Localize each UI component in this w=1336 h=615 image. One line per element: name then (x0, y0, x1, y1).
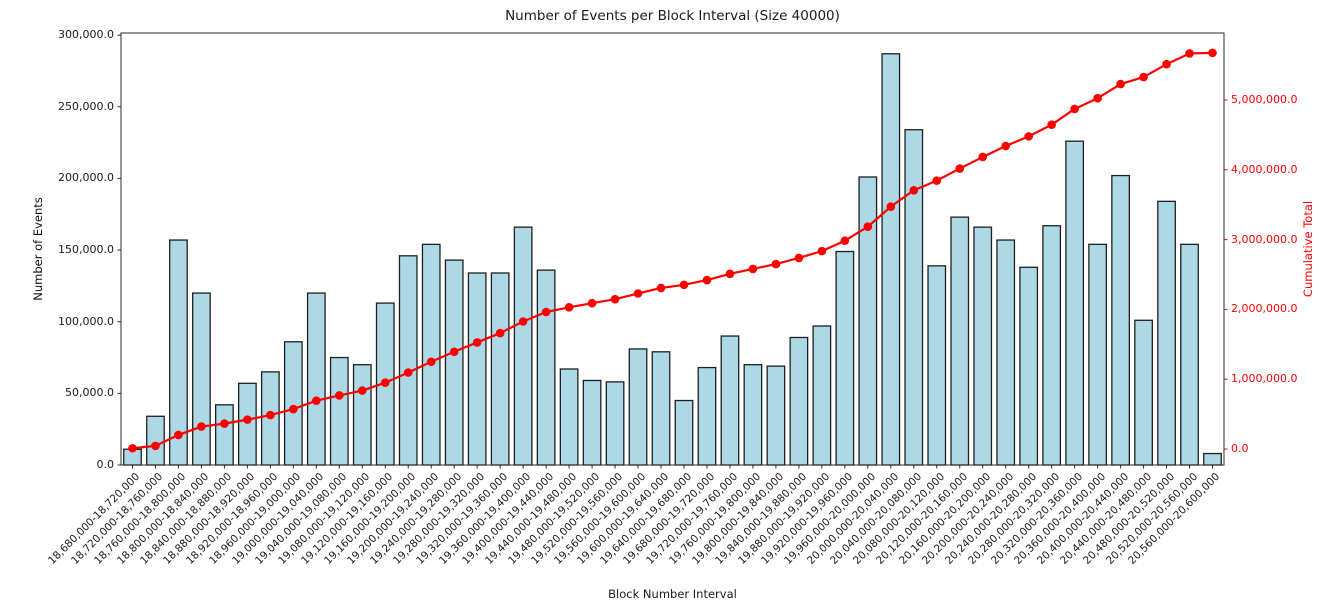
bar-42 (1088, 243, 1108, 466)
cumulative-point-3 (197, 422, 206, 431)
cumulative-point-37 (978, 152, 988, 162)
bar-45 (1157, 200, 1176, 466)
cumulative-point-36 (955, 164, 965, 173)
bar-46 (1180, 243, 1199, 466)
bar-16 (490, 272, 510, 466)
cumulative-point-20 (587, 298, 597, 308)
bar-24 (674, 399, 694, 466)
bar-36 (950, 216, 970, 466)
bar-5 (237, 382, 257, 466)
cumulative-point-14 (449, 347, 459, 357)
cumulative-point-32 (863, 222, 873, 231)
cumulative-point-38 (1001, 141, 1010, 151)
bar-31 (835, 250, 855, 466)
cumulative-point-13 (426, 357, 436, 367)
cumulative-point-46 (1185, 49, 1194, 58)
bar-34 (904, 129, 924, 466)
bar-7 (283, 341, 303, 466)
cumulative-point-28 (771, 259, 781, 269)
cumulative-point-4 (220, 419, 229, 428)
bar-26 (720, 335, 740, 466)
bar-10 (352, 364, 372, 466)
cumulative-point-1 (151, 441, 160, 451)
cumulative-point-31 (840, 236, 850, 246)
cumulative-point-47 (1208, 48, 1217, 58)
cumulative-point-39 (1024, 132, 1033, 141)
cumulative-point-27 (748, 264, 758, 274)
bar-1 (146, 415, 165, 466)
bar-43 (1111, 174, 1130, 466)
bar-21 (605, 381, 625, 466)
bar-40 (1042, 225, 1062, 466)
bar-8 (306, 292, 326, 466)
bar-44 (1134, 319, 1153, 466)
plot-border (120, 32, 1225, 466)
bar-20 (582, 379, 602, 466)
cumulative-point-44 (1139, 72, 1148, 82)
cumulative-point-40 (1047, 120, 1056, 130)
cumulative-point-30 (817, 246, 827, 256)
cumulative-point-45 (1162, 59, 1171, 69)
cumulative-point-17 (518, 317, 528, 326)
cumulative-point-24 (679, 280, 689, 290)
bar-37 (973, 226, 993, 466)
cumulative-point-22 (633, 289, 643, 298)
bar-22 (628, 348, 648, 466)
cumulative-point-41 (1070, 104, 1079, 114)
cumulative-point-15 (472, 338, 482, 347)
cumulative-point-0 (128, 443, 137, 453)
bar-47 (1203, 452, 1222, 466)
bar-29 (789, 336, 809, 466)
bar-19 (559, 368, 579, 466)
cumulative-point-19 (564, 303, 574, 312)
bar-18 (536, 269, 556, 466)
cumulative-point-9 (335, 391, 344, 400)
bar-39 (1019, 266, 1039, 466)
bar-27 (743, 364, 763, 466)
x-axis-label: Block Number Interval (608, 587, 737, 601)
cumulative-point-8 (312, 396, 321, 406)
chart-title: Number of Events per Block Interval (Siz… (505, 8, 840, 24)
cumulative-point-25 (702, 275, 712, 285)
bar-12 (398, 255, 418, 466)
cumulative-point-6 (266, 410, 275, 420)
bar-38 (996, 239, 1016, 466)
bar-25 (697, 366, 717, 466)
cumulative-point-12 (403, 368, 413, 377)
cumulative-point-10 (357, 386, 367, 395)
cumulative-point-34 (909, 186, 919, 195)
bar-35 (927, 265, 947, 466)
cumulative-point-11 (380, 378, 390, 388)
cumulative-point-18 (541, 307, 551, 317)
cumulative-point-21 (610, 294, 620, 304)
bar-9 (329, 356, 349, 466)
cumulative-point-29 (794, 253, 804, 263)
cumulative-point-5 (243, 415, 252, 424)
bar-33 (881, 53, 901, 466)
bar-17 (513, 226, 533, 466)
cumulative-point-2 (174, 430, 183, 440)
cumulative-point-42 (1093, 93, 1102, 103)
bar-30 (812, 325, 832, 466)
bar-15 (467, 272, 487, 466)
cumulative-point-26 (725, 269, 735, 279)
bar-4 (215, 404, 234, 466)
bar-13 (421, 243, 441, 466)
cumulative-point-7 (289, 404, 298, 414)
bar-41 (1065, 140, 1085, 466)
cumulative-point-35 (932, 176, 942, 185)
bar-14 (444, 259, 464, 466)
cumulative-point-16 (495, 328, 505, 338)
cumulative-point-33 (886, 202, 896, 211)
bar-28 (766, 365, 786, 466)
bar-23 (651, 351, 671, 466)
cumulative-point-43 (1116, 79, 1125, 89)
bar-3 (192, 292, 211, 466)
cumulative-point-23 (656, 283, 666, 293)
